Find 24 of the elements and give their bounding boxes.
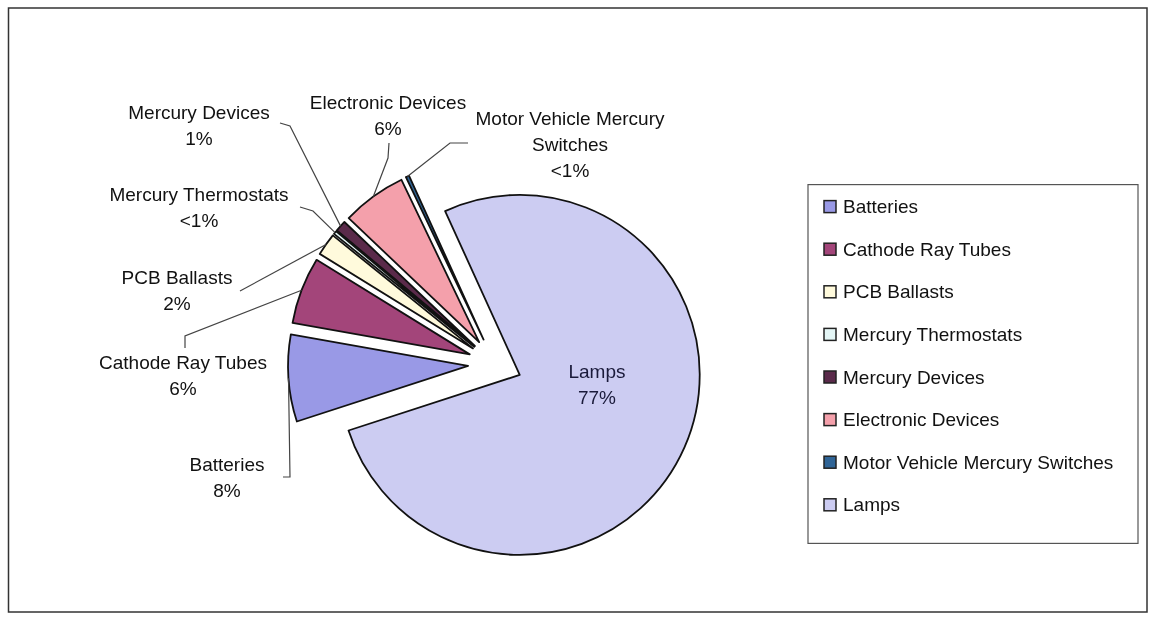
- legend-label: PCB Ballasts: [843, 281, 954, 303]
- data-label: 2%: [163, 292, 191, 314]
- slice-label: PCB Ballasts: [121, 266, 233, 288]
- data-label: <1%: [550, 159, 590, 181]
- legend-label: Mercury Devices: [843, 366, 985, 388]
- data-label: 6%: [169, 377, 197, 399]
- data-label: 6%: [374, 117, 402, 139]
- legend-label: Cathode Ray Tubes: [843, 238, 1011, 260]
- slice-label: Electronic Devices: [309, 91, 467, 113]
- data-label: 1%: [185, 127, 213, 149]
- legend-label: Electronic Devices: [843, 409, 1000, 431]
- data-label: <1%: [179, 209, 219, 231]
- legend-label: Motor Vehicle Mercury Switches: [843, 451, 1114, 473]
- slice-label: Mercury Devices: [128, 101, 270, 123]
- legend-label: Lamps: [843, 494, 901, 516]
- slice-label: Cathode Ray Tubes: [99, 351, 267, 373]
- data-label: 8%: [213, 479, 241, 501]
- data-label: 77%: [577, 386, 617, 408]
- legend-label: Mercury Thermostats: [843, 323, 1023, 345]
- slice-label: Batteries: [189, 453, 265, 475]
- slice-label: Lamps: [568, 360, 626, 382]
- slice-label: Motor Vehicle Mercury Switches: [475, 107, 665, 155]
- slice-label: Mercury Thermostats: [109, 183, 289, 205]
- legend-label: Batteries: [843, 196, 918, 218]
